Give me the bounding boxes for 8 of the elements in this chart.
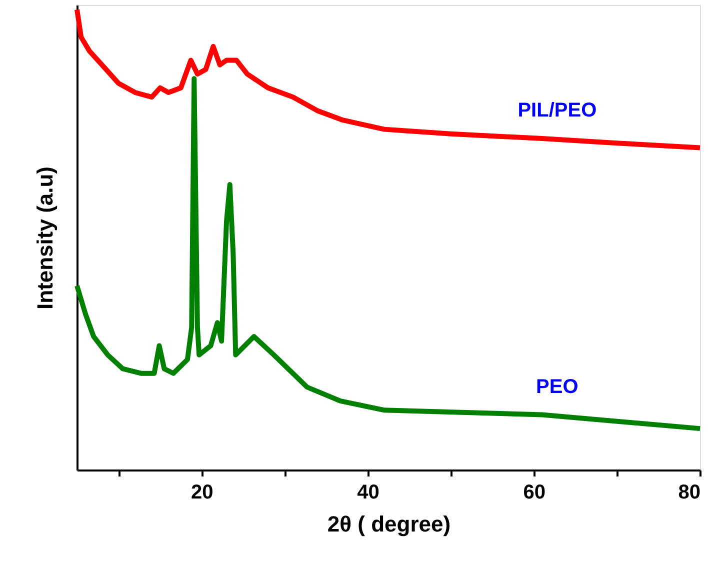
series-label: PIL/PEO: [518, 100, 597, 122]
y-axis-title: Intensity (a.u): [32, 166, 58, 310]
x-axis-title: 2θ ( degree): [327, 512, 451, 536]
series-label: PEO: [536, 376, 578, 398]
x-tick-label: 60: [523, 482, 546, 504]
x-tick-label: 20: [190, 482, 214, 504]
x-tick-label: 80: [678, 482, 700, 504]
x-tick-label: 40: [357, 482, 380, 504]
